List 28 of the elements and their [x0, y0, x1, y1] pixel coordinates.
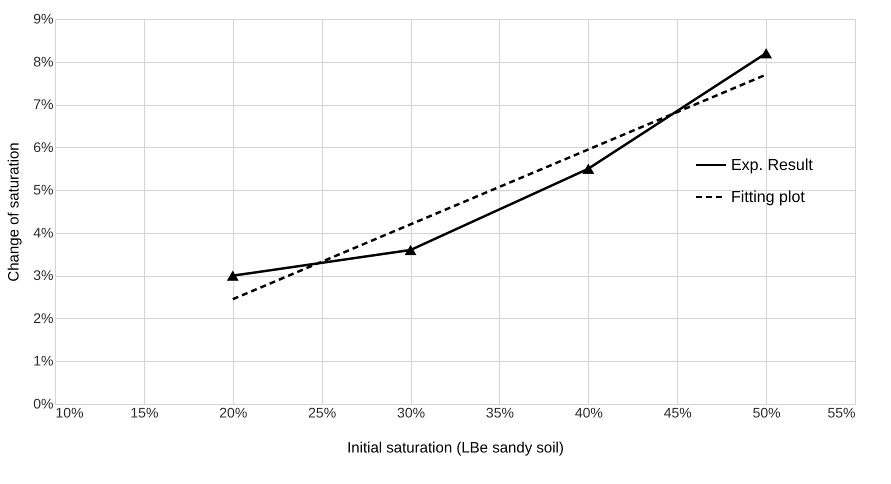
point — [582, 164, 594, 174]
y-tick-label: 2% — [33, 310, 54, 326]
x-axis-title: Initial saturation (LBe sandy soil) — [347, 440, 564, 456]
y-tick-label: 6% — [33, 138, 54, 155]
x-tick-label: 45% — [664, 404, 692, 420]
y-tick-label: 8% — [33, 53, 54, 70]
y-tick-label: 5% — [33, 182, 54, 198]
y-tick-label: 7% — [33, 96, 54, 112]
point — [760, 48, 772, 58]
x-tick-label: 30% — [397, 404, 426, 420]
x-tick-label: 10% — [56, 404, 84, 420]
y-tick-label: 4% — [33, 224, 54, 240]
x-tick-label: 35% — [486, 404, 514, 420]
y-tick-label: 1% — [33, 352, 54, 369]
x-tick-label: 40% — [574, 404, 603, 420]
point — [226, 270, 239, 281]
x-tick-label: 50% — [752, 404, 781, 420]
legend-label: Exp. Result — [731, 157, 814, 174]
y-tick-label: 0% — [33, 396, 54, 412]
x-tick-label: 25% — [308, 404, 336, 420]
x-tick-label: 20% — [219, 404, 248, 420]
y-tick-label: 3% — [33, 267, 54, 284]
x-tick-label: 15% — [130, 404, 158, 420]
x-tick-label: 55% — [827, 404, 856, 420]
point — [404, 244, 416, 256]
y-tick-label: 9% — [33, 10, 54, 26]
y-axis-title: Change of saturation — [5, 142, 22, 282]
legend-label: Fitting plot — [731, 189, 806, 206]
